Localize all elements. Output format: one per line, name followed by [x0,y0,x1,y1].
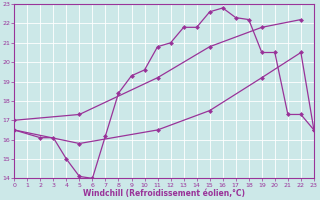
X-axis label: Windchill (Refroidissement éolien,°C): Windchill (Refroidissement éolien,°C) [83,189,245,198]
